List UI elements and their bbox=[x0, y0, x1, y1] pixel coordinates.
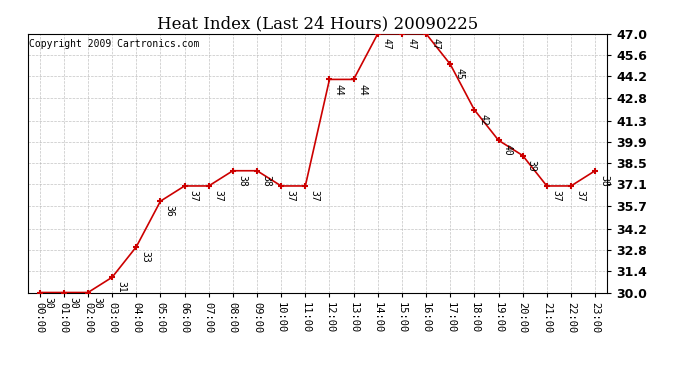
Text: 37: 37 bbox=[310, 190, 319, 202]
Text: 30: 30 bbox=[44, 297, 54, 308]
Title: Heat Index (Last 24 Hours) 20090225: Heat Index (Last 24 Hours) 20090225 bbox=[157, 15, 478, 32]
Text: 39: 39 bbox=[527, 160, 537, 171]
Text: 44: 44 bbox=[358, 84, 368, 95]
Text: 33: 33 bbox=[141, 251, 150, 263]
Text: 45: 45 bbox=[455, 68, 464, 80]
Text: 37: 37 bbox=[213, 190, 223, 202]
Text: 30: 30 bbox=[92, 297, 102, 308]
Text: 37: 37 bbox=[575, 190, 585, 202]
Text: 47: 47 bbox=[431, 38, 440, 50]
Text: 47: 47 bbox=[382, 38, 392, 50]
Text: 38: 38 bbox=[237, 175, 247, 187]
Text: 40: 40 bbox=[503, 144, 513, 156]
Text: 38: 38 bbox=[600, 175, 609, 187]
Text: 36: 36 bbox=[165, 206, 175, 217]
Text: 37: 37 bbox=[551, 190, 561, 202]
Text: 47: 47 bbox=[406, 38, 416, 50]
Text: 44: 44 bbox=[334, 84, 344, 95]
Text: Copyright 2009 Cartronics.com: Copyright 2009 Cartronics.com bbox=[29, 39, 199, 49]
Text: 37: 37 bbox=[286, 190, 295, 202]
Text: 30: 30 bbox=[68, 297, 78, 308]
Text: 38: 38 bbox=[262, 175, 271, 187]
Text: 31: 31 bbox=[117, 282, 126, 293]
Text: 42: 42 bbox=[479, 114, 489, 126]
Text: 37: 37 bbox=[189, 190, 199, 202]
